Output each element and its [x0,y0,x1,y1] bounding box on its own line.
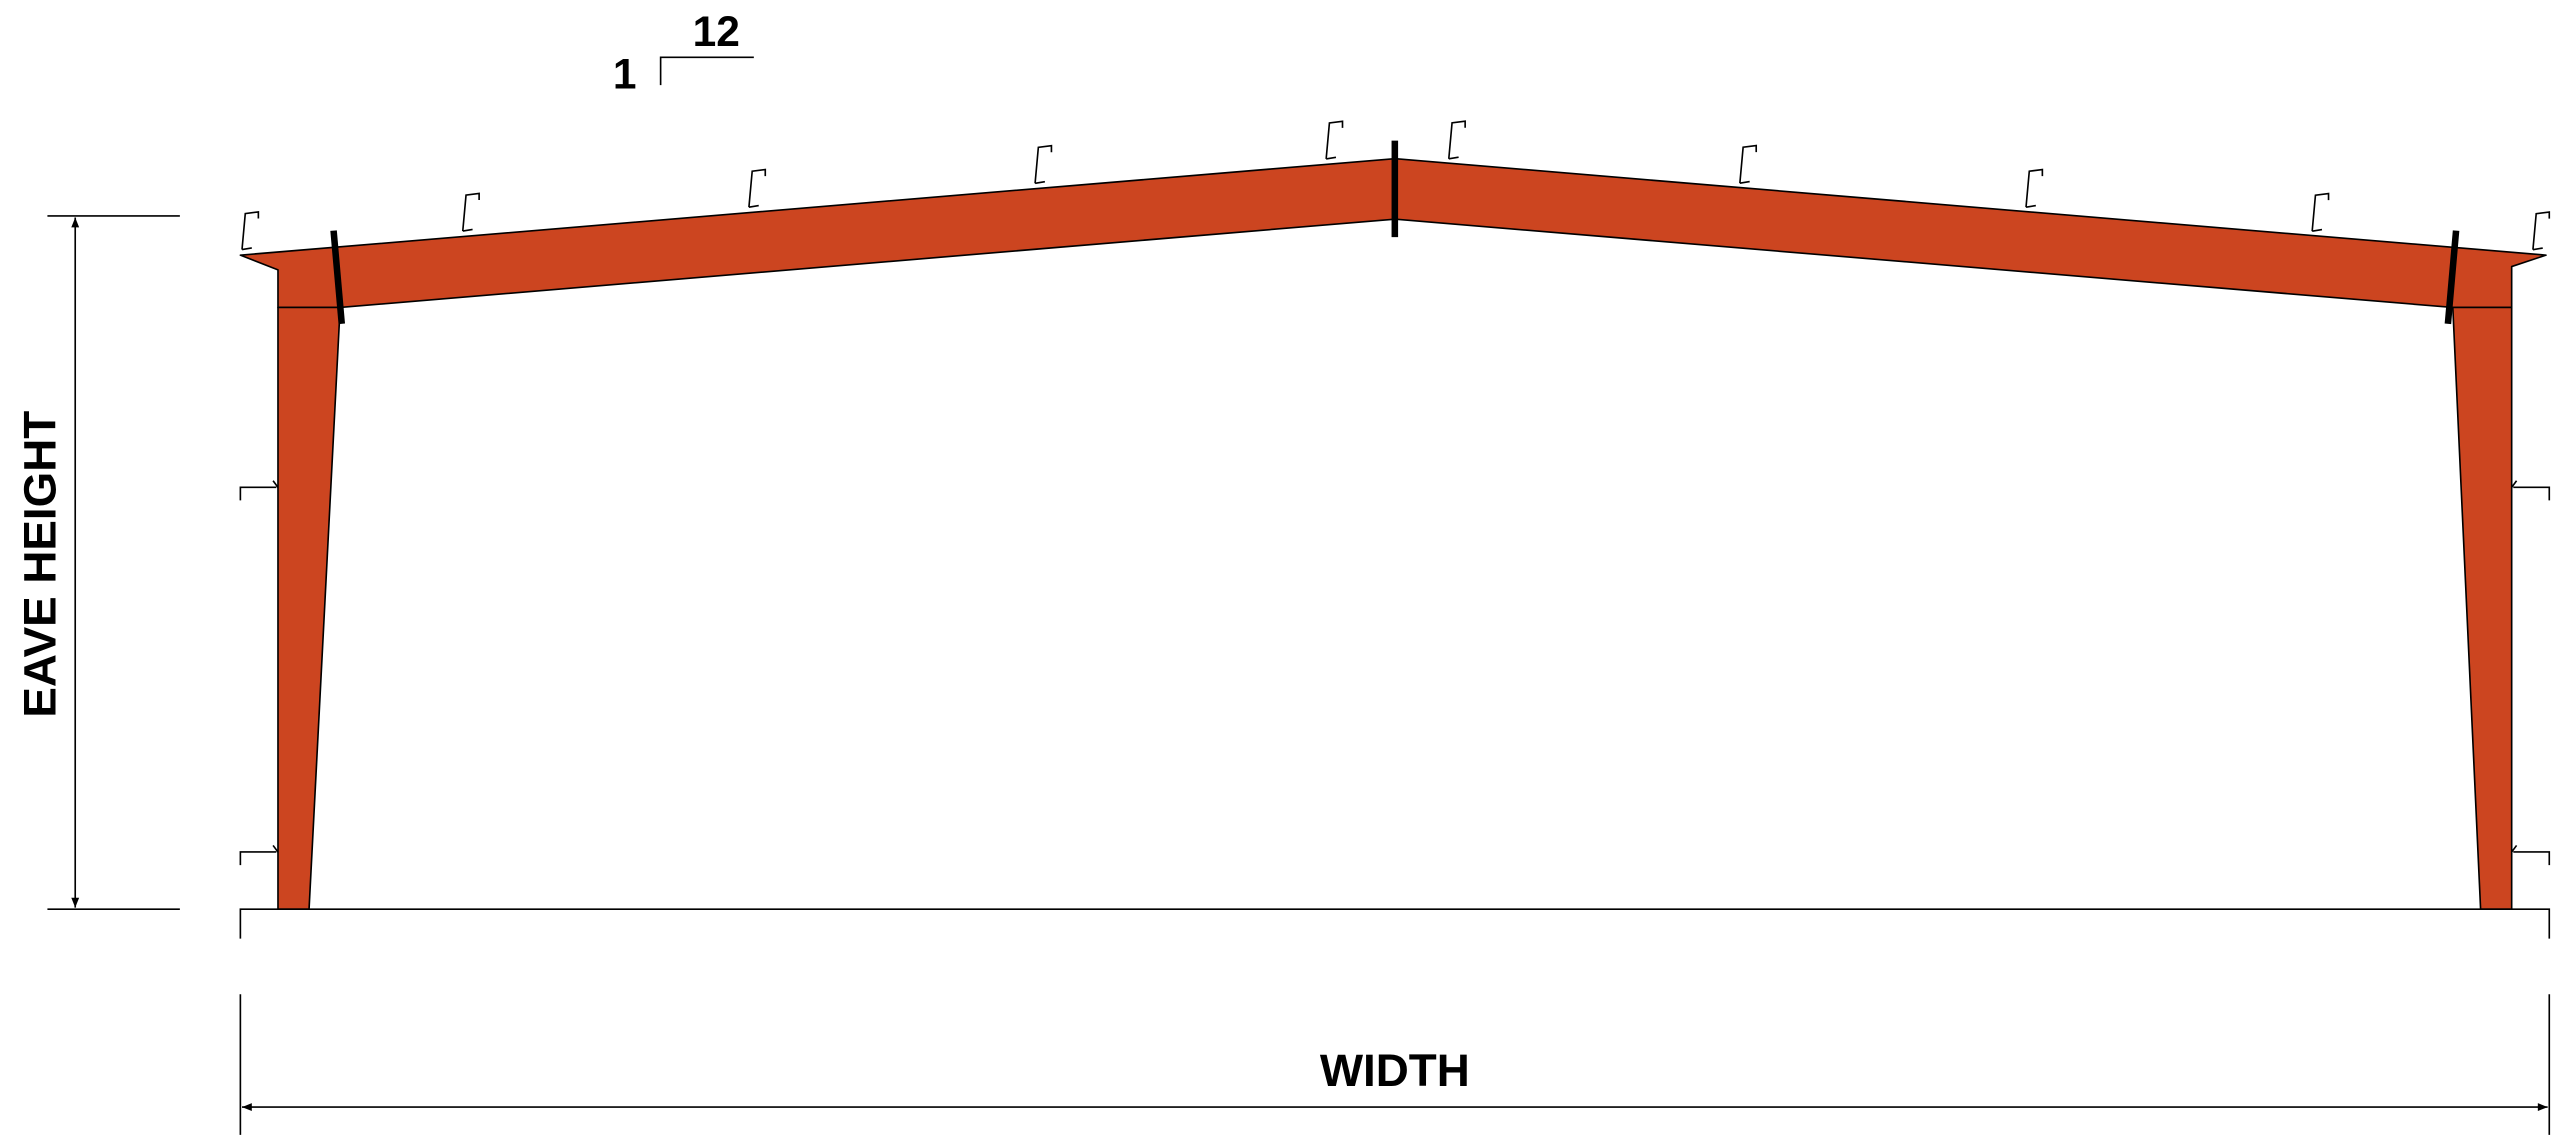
purlin [1325,120,1344,160]
slope-rise: 1 [613,51,637,98]
purlin [2511,844,2551,866]
left-rafter [239,157,1396,309]
purlin [241,211,260,251]
slope-run: 12 [693,9,740,56]
purlin [2311,192,2330,232]
right-splice [2444,230,2460,325]
left-splice [330,230,346,325]
purlin [1447,120,1466,160]
purlin [239,844,279,866]
purlin [239,480,279,501]
purlin [2532,211,2551,251]
right-column [2451,306,2513,911]
slope-symbol [659,56,754,86]
purlin [748,168,767,208]
purlin [2025,168,2044,209]
purlin [1034,144,1053,185]
eave-height-label: EAVE HEIGHT [15,411,66,718]
left-column [277,306,341,911]
right-rafter [1394,157,2547,309]
width-label: WIDTH [1320,1045,1470,1096]
purlin [2511,480,2551,501]
ground-line [239,908,2551,939]
purlin [461,192,480,232]
purlin [1739,144,1758,185]
